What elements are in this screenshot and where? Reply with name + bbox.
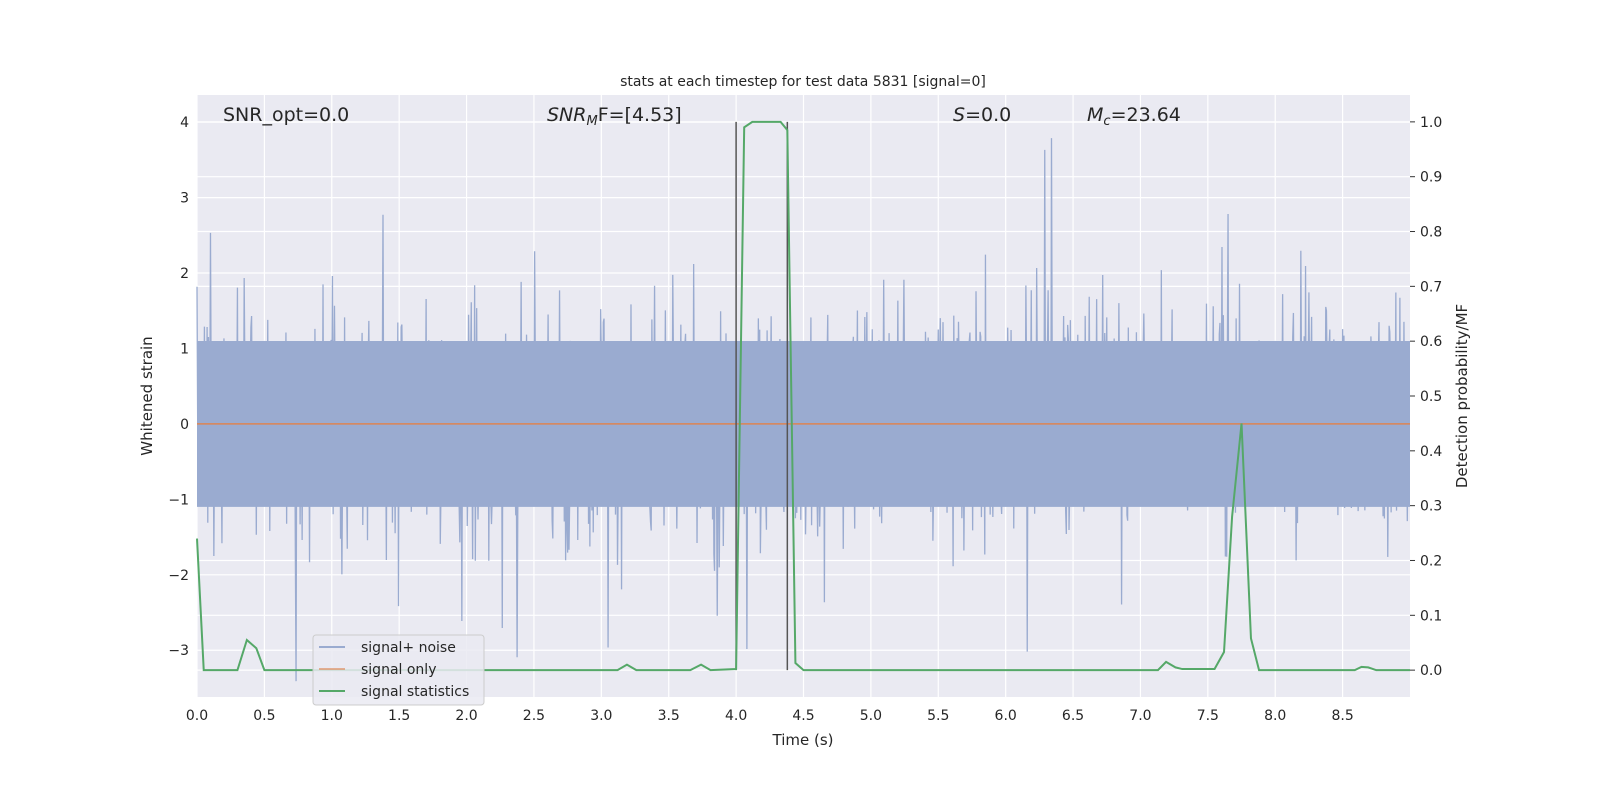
x-tick-label: 0.5	[253, 708, 275, 724]
y-right-tick-label: 0.5	[1420, 389, 1442, 405]
snr-mf-main: SNR	[547, 104, 586, 126]
annotation-snr-mf: SNRMF=[4.53]	[547, 104, 682, 129]
y-axis-label: Whitened strain	[138, 336, 156, 455]
y-tick-label: −2	[168, 568, 189, 584]
y-axis-right-label: Detection probability/MF	[1453, 304, 1471, 488]
y-tick-label: 4	[180, 115, 189, 131]
y-ticks-right: 0.0 0.1 0.2 0.3 0.4 0.5 0.6 0.7 0.8 0.9 1.0	[1410, 115, 1442, 679]
x-tick-label: 4.0	[725, 708, 747, 724]
x-tick-label: 8.0	[1264, 708, 1286, 724]
x-tick-label: 2.0	[455, 708, 477, 724]
y-tick-label: 0	[180, 417, 189, 433]
x-ticks: 0.0 0.5 1.0 1.5 2.0 2.5 3.0 3.5 4.0 4.5 5.0 5.5 6.0 6…	[186, 708, 1354, 724]
x-tick-label: 3.0	[590, 708, 612, 724]
y-tick-label: 2	[180, 266, 189, 282]
y-right-tick-label: 0.3	[1420, 499, 1442, 515]
mc-main: M	[1087, 104, 1103, 126]
x-tick-label: 1.5	[388, 708, 410, 724]
y-right-tick-label: 1.0	[1420, 115, 1442, 131]
legend-box	[312, 634, 485, 706]
annotation-s: S=0.0	[953, 104, 1011, 126]
y-tick-label: 1	[180, 341, 189, 357]
y-right-tick-label: 0.0	[1420, 663, 1442, 679]
y-right-tick-label: 0.1	[1420, 608, 1442, 624]
event-markers	[735, 121, 789, 671]
annotation-mc: Mc=23.64	[1087, 104, 1181, 129]
y-ticks: −3 −2 −1 0 1 2 3 4	[168, 115, 189, 659]
legend: signal+ noise signal only signal statist…	[312, 634, 485, 706]
x-tick-label: 5.0	[860, 708, 882, 724]
y-tick-label: −3	[168, 643, 189, 659]
x-tick-label: 4.5	[792, 708, 814, 724]
s-main: S	[953, 104, 965, 126]
x-tick-label: 7.5	[1197, 708, 1219, 724]
y-right-tick-label: 0.4	[1420, 444, 1442, 460]
x-axis-label: Time (s)	[772, 731, 834, 749]
chart-title: stats at each timestep for test data 583…	[620, 74, 986, 90]
x-tick-label: 0.0	[186, 708, 208, 724]
legend-label-signal: signal only	[361, 662, 436, 678]
x-tick-label: 1.0	[321, 708, 343, 724]
annotation-snr-opt: SNR_opt=0.0	[223, 104, 349, 126]
x-tick-label: 5.5	[927, 708, 949, 724]
y-tick-label: 3	[180, 191, 189, 207]
x-tick-label: 7.0	[1129, 708, 1151, 724]
legend-label-stats: signal statistics	[361, 684, 469, 700]
y-right-tick-label: 0.9	[1420, 170, 1442, 186]
y-right-tick-label: 0.8	[1420, 225, 1442, 241]
y-right-tick-label: 0.2	[1420, 553, 1442, 569]
mc-sub: c	[1103, 114, 1110, 129]
y-right-tick-label: 0.6	[1420, 334, 1442, 350]
x-tick-label: 6.0	[995, 708, 1017, 724]
signal-statistics-line	[196, 120, 1410, 672]
y-tick-label: −1	[168, 492, 189, 508]
s-rest: =0.0	[965, 104, 1011, 126]
x-tick-label: 3.5	[658, 708, 680, 724]
snr-mf-sub: M	[586, 114, 597, 129]
y-right-tick-label: 0.7	[1420, 279, 1442, 295]
snr-mf-rest: F=[4.53]	[598, 104, 682, 126]
x-tick-label: 8.5	[1331, 708, 1353, 724]
x-tick-label: 2.5	[523, 708, 545, 724]
legend-label-noise: signal+ noise	[361, 640, 456, 656]
mc-rest: =23.64	[1111, 104, 1181, 126]
x-tick-label: 6.5	[1062, 708, 1084, 724]
